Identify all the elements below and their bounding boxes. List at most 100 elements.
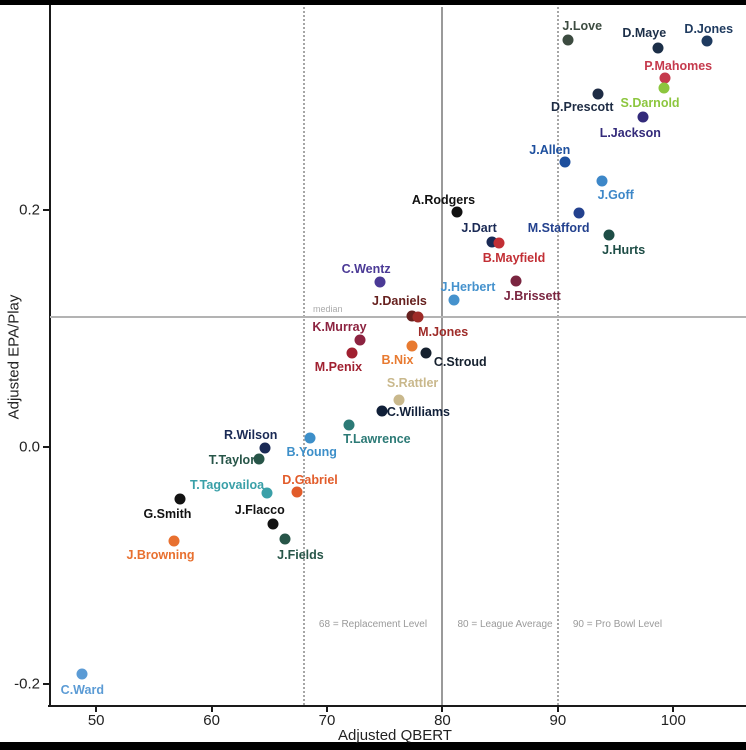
data-point-label-j-allen: J.Allen [529,143,571,158]
data-point-label-a-rodgers: A.Rodgers [411,193,476,207]
data-point-label-b-young: B.Young [286,445,337,460]
data-point-a-rodgers [451,206,463,218]
x-axis-title: Adjusted QBERT [338,727,452,744]
vertical-reference-line-68 [302,7,305,705]
data-point-label-t-taylor: T.Taylor [208,452,256,467]
data-point-t-lawrence [343,419,355,431]
data-point-label-c-stroud: C.Stroud [433,355,487,370]
data-point-j-daniels [406,310,418,322]
y-tick-label-0.0: 0.0 [19,438,40,456]
vertical-reference-line-80 [441,7,444,705]
data-point-j-goff [596,175,608,187]
data-point-j-hurts [603,229,615,241]
x-axis-line [48,705,746,707]
vertical-reference-line-90 [556,7,559,705]
x-tick-label-100: 100 [660,712,686,729]
x-tick-label-90: 90 [549,712,567,729]
data-point-label-j-brissett: J.Brissett [503,288,561,303]
data-point-label-m-jones: M.Jones [418,325,469,340]
data-point-d-prescott [592,88,604,99]
data-point-label-d-gabriel: D.Gabriel [282,472,338,487]
data-point-t-tagovailoa [261,487,273,499]
bottom-frame-bar [0,742,746,750]
data-point-label-j-hurts: J.Hurts [602,242,646,257]
annotation-68: 68 = Replacement Level [318,619,428,630]
data-point-label-m-stafford: M.Stafford [527,221,590,236]
data-point-m-jones [412,311,424,323]
data-point-label-d-prescott: D.Prescott [550,99,614,114]
data-point-b-mayfield [493,237,505,249]
data-point-label-j-dart: J.Dart [461,220,497,235]
data-point-b-young [304,432,316,444]
data-point-label-g-smith: G.Smith [143,506,192,521]
data-point-j-browning [168,535,179,547]
x-tick-mark-70 [326,705,328,712]
y-tick-mark-0.2 [43,208,50,211]
data-point-b-nix [406,340,418,352]
data-point-d-maye [652,42,664,54]
data-point-j-dart [486,236,498,248]
data-point-p-mahomes [659,72,671,84]
data-point-t-taylor [253,453,265,464]
y-axis-title: Adjusted EPA/Play [5,294,23,420]
x-tick-mark-80 [441,705,444,712]
data-point-c-ward [76,668,88,680]
data-point-label-j-herbert: J.Herbert [440,279,496,294]
data-point-k-murray [354,334,366,346]
data-point-label-b-nix: B.Nix [381,352,414,367]
top-frame-bar [0,0,746,5]
annotation-80: 80 = League Average [457,619,553,630]
median-annotation: median [313,304,343,315]
data-point-label-b-mayfield: B.Mayfield [482,250,546,265]
x-tick-label-70: 70 [318,712,336,729]
annotation-90: 90 = Pro Bowl Level [572,619,663,630]
x-tick-mark-50 [95,705,98,712]
data-point-label-s-rattler: S.Rattler [386,376,439,391]
data-point-s-darnold [658,82,670,94]
x-tick-label-60: 60 [203,712,220,729]
data-point-label-t-lawrence: T.Lawrence [343,432,411,447]
x-tick-label-80: 80 [434,712,451,729]
data-point-r-wilson [259,442,271,454]
data-point-j-brissett [510,275,522,287]
data-point-c-wentz [374,276,386,288]
data-point-s-rattler [393,394,405,406]
data-point-j-herbert [448,294,460,306]
data-point-label-p-mahomes: P.Mahomes [644,59,713,74]
median-reference-line [50,316,746,319]
data-point-label-l-jackson: L.Jackson [599,126,661,141]
data-point-label-t-tagovailoa: T.Tagovailoa [189,477,265,492]
y-axis-line [49,5,51,706]
data-point-j-flacco [267,518,279,530]
data-point-c-williams [376,405,388,417]
data-point-j-fields [279,533,291,545]
x-tick-label-50: 50 [87,712,105,729]
data-point-label-k-murray: K.Murray [312,320,367,334]
x-tick-mark-90 [556,705,559,712]
data-point-label-j-goff: J.Goff [597,188,634,203]
data-point-label-c-ward: C.Ward [60,683,104,698]
data-point-d-jones [701,35,713,47]
data-point-l-jackson [637,111,649,123]
data-point-label-c-williams: C.Williams [386,405,450,420]
x-tick-mark-100 [672,705,675,712]
data-point-m-penix [346,347,358,359]
y-tick-mark--0.2 [43,682,50,685]
data-point-j-allen [559,156,571,168]
data-point-label-s-darnold: S.Darnold [620,95,680,110]
y-tick-label--0.2: -0.2 [14,675,40,693]
x-tick-mark-60 [210,705,213,712]
y-tick-mark-0.0 [43,445,50,448]
data-point-m-stafford [573,207,585,219]
data-point-label-j-browning: J.Browning [126,548,195,563]
data-point-label-j-love: J.Love [562,19,603,34]
data-point-label-d-jones: D.Jones [684,22,734,37]
data-point-label-j-fields: J.Fields [277,548,324,563]
data-point-label-m-penix: M.Penix [314,360,363,375]
data-point-d-gabriel [291,486,303,498]
data-point-label-d-maye: D.Maye [622,26,667,41]
data-point-g-smith [174,493,186,505]
data-point-label-j-daniels: J.Daniels [371,294,427,309]
data-point-label-c-wentz: C.Wentz [341,261,391,276]
